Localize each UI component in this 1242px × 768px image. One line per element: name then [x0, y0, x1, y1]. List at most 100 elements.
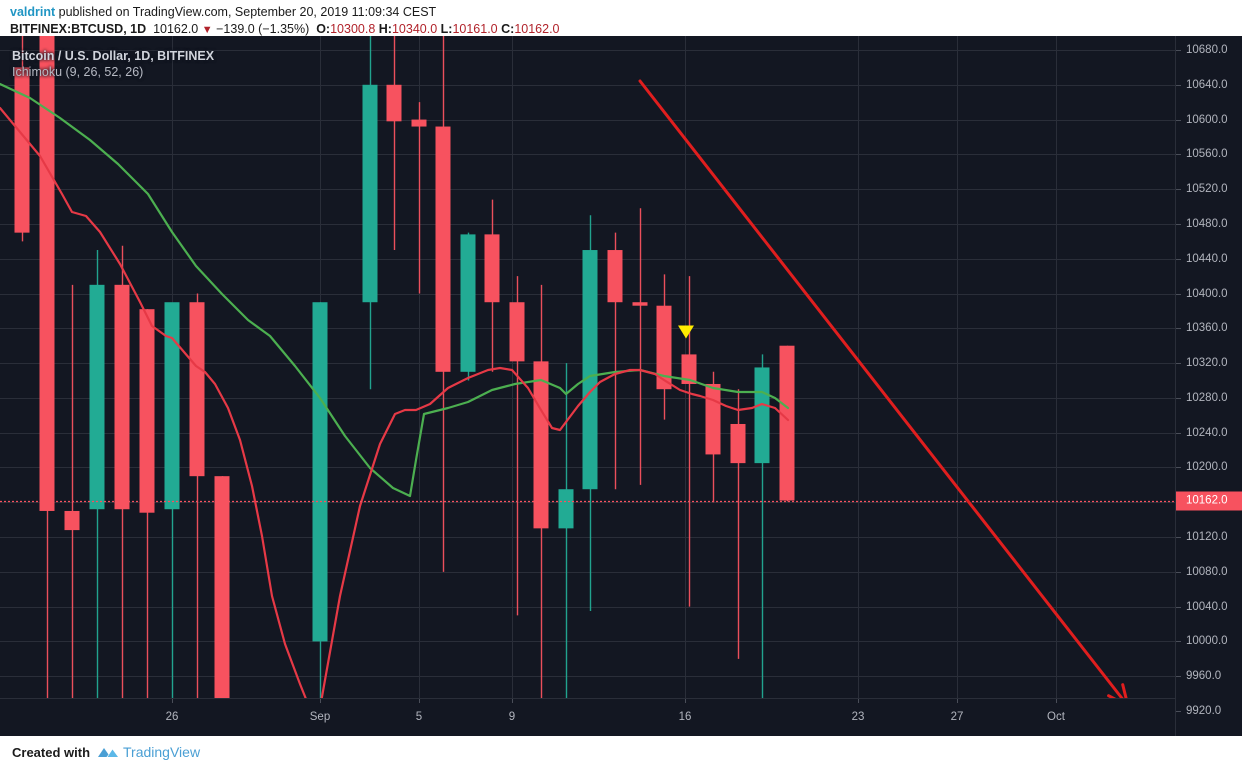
time-axis-label: 23 [851, 711, 865, 723]
candle-body [139, 309, 155, 513]
time-tick [172, 699, 173, 703]
price-axis-label: 9960.0 [1186, 670, 1222, 683]
price-axis-label: 10360.0 [1186, 322, 1228, 335]
price-tick [1176, 85, 1181, 86]
current-price-tag[interactable]: 10162.0 [1176, 491, 1242, 511]
price-axis-label: 10000.0 [1186, 635, 1228, 648]
candlestick-svg[interactable] [0, 36, 1175, 736]
kijun-sen [0, 82, 790, 498]
candle-body [509, 302, 525, 362]
publication-header: valdrint published on TradingView.com, S… [0, 0, 1242, 36]
high-label: H: [378, 22, 392, 36]
open-label: O: [316, 22, 331, 36]
price-tick [1176, 363, 1181, 364]
price-axis-label: 10480.0 [1186, 217, 1228, 230]
published-text: published on TradingView.com, September … [55, 5, 437, 19]
price-tick [1176, 154, 1181, 155]
candle-body [460, 234, 476, 372]
candle-body [435, 126, 451, 372]
close-label: C: [501, 22, 515, 36]
time-axis-label: 16 [678, 711, 692, 723]
price-axis-label: 10680.0 [1186, 44, 1228, 56]
candle-body [164, 302, 180, 510]
candle-body [214, 476, 230, 729]
tradingview-logo-icon [97, 745, 119, 760]
price-axis-label: 10040.0 [1186, 600, 1228, 613]
price-axis-label: 10600.0 [1186, 113, 1228, 126]
price-tick [1176, 259, 1181, 260]
high-value: 10340.0 [391, 22, 438, 36]
close-value: 10162.0 [514, 22, 560, 36]
price-axis-label: 10440.0 [1186, 252, 1228, 265]
down-arrow-icon: ▼ [201, 24, 213, 36]
price-tick [1176, 433, 1181, 434]
low-label: L: [440, 22, 453, 36]
candle-body [754, 367, 770, 464]
time-tick [685, 699, 686, 703]
candle-body [533, 361, 549, 529]
time-tick [1056, 699, 1057, 703]
sell-marker-icon [678, 325, 694, 339]
trend-line [638, 79, 1130, 708]
candle-body [39, 36, 55, 511]
candle-body [730, 423, 746, 464]
time-tick [512, 699, 513, 703]
price-axis-label: 10120.0 [1186, 531, 1228, 544]
low-value: 10161.0 [452, 22, 498, 36]
candle-body [362, 84, 378, 303]
created-with-label: Created with [12, 744, 91, 760]
chart-plot-area[interactable] [0, 36, 1175, 736]
price-tick [1176, 294, 1181, 295]
chart-container[interactable]: Bitcoin / U.S. Dollar, 1D, BITFINEX Ichi… [0, 36, 1242, 736]
candle-body [89, 284, 105, 510]
candle-body [312, 302, 328, 642]
candle-body [114, 284, 130, 510]
candle-body [411, 119, 427, 127]
price-tick [1176, 120, 1181, 121]
time-axis[interactable]: 26 Sep 5 9 16 23 27 Oct [0, 698, 1175, 736]
quote-line: BITFINEX:BTCUSD, 1D 10162.0 ▼ −139.0 (−1… [10, 21, 1242, 38]
price-axis-label: 10640.0 [1186, 78, 1228, 91]
price-tick [1176, 641, 1181, 642]
price-tick [1176, 467, 1181, 468]
price-tick [1176, 711, 1181, 712]
candle-body [64, 510, 80, 531]
time-tick [957, 699, 958, 703]
price-axis-label: 10520.0 [1186, 183, 1228, 196]
price-tick [1176, 328, 1181, 329]
publication-byline: valdrint published on TradingView.com, S… [10, 4, 1242, 20]
time-axis-label: 27 [950, 711, 964, 723]
time-axis-label: 5 [415, 711, 423, 723]
time-tick [419, 699, 420, 703]
price-axis-label: 10320.0 [1186, 357, 1228, 370]
candle-body [484, 234, 500, 303]
price-tick [1176, 224, 1181, 225]
candle-body [582, 250, 598, 490]
candle-body [632, 302, 648, 306]
time-axis-label: 9 [508, 711, 516, 723]
price-axis-label: 10200.0 [1186, 461, 1228, 474]
symbol-label[interactable]: BITFINEX:BTCUSD, 1D [10, 22, 147, 36]
candle-body [681, 354, 697, 384]
tradingview-brand[interactable]: TradingView [123, 744, 201, 760]
author-name[interactable]: valdrint [10, 5, 56, 19]
price-axis[interactable]: 10680.0 10640.0 10600.0 10560.0 10520.0 10480… [1175, 36, 1242, 736]
time-axis-label: Sep [309, 711, 331, 723]
time-axis-label: Oct [1047, 711, 1065, 723]
price-axis-label: 10400.0 [1186, 287, 1228, 300]
time-tick [320, 699, 321, 703]
price-tick [1176, 537, 1181, 538]
price-tick [1176, 189, 1181, 190]
price-axis-label: 10280.0 [1186, 391, 1228, 404]
price-change: −139.0 (−1.35%) [216, 22, 310, 36]
candle-body [656, 305, 672, 390]
candle-body [189, 302, 205, 477]
candle-body [14, 67, 30, 233]
candle-body [386, 84, 402, 122]
tenkan-sen [0, 106, 790, 716]
footer: Created with TradingView [0, 736, 1242, 768]
price-tick [1176, 398, 1181, 399]
price-axis-label: 9920.0 [1186, 705, 1222, 717]
candle-body [779, 345, 795, 501]
price-tick [1176, 607, 1181, 608]
